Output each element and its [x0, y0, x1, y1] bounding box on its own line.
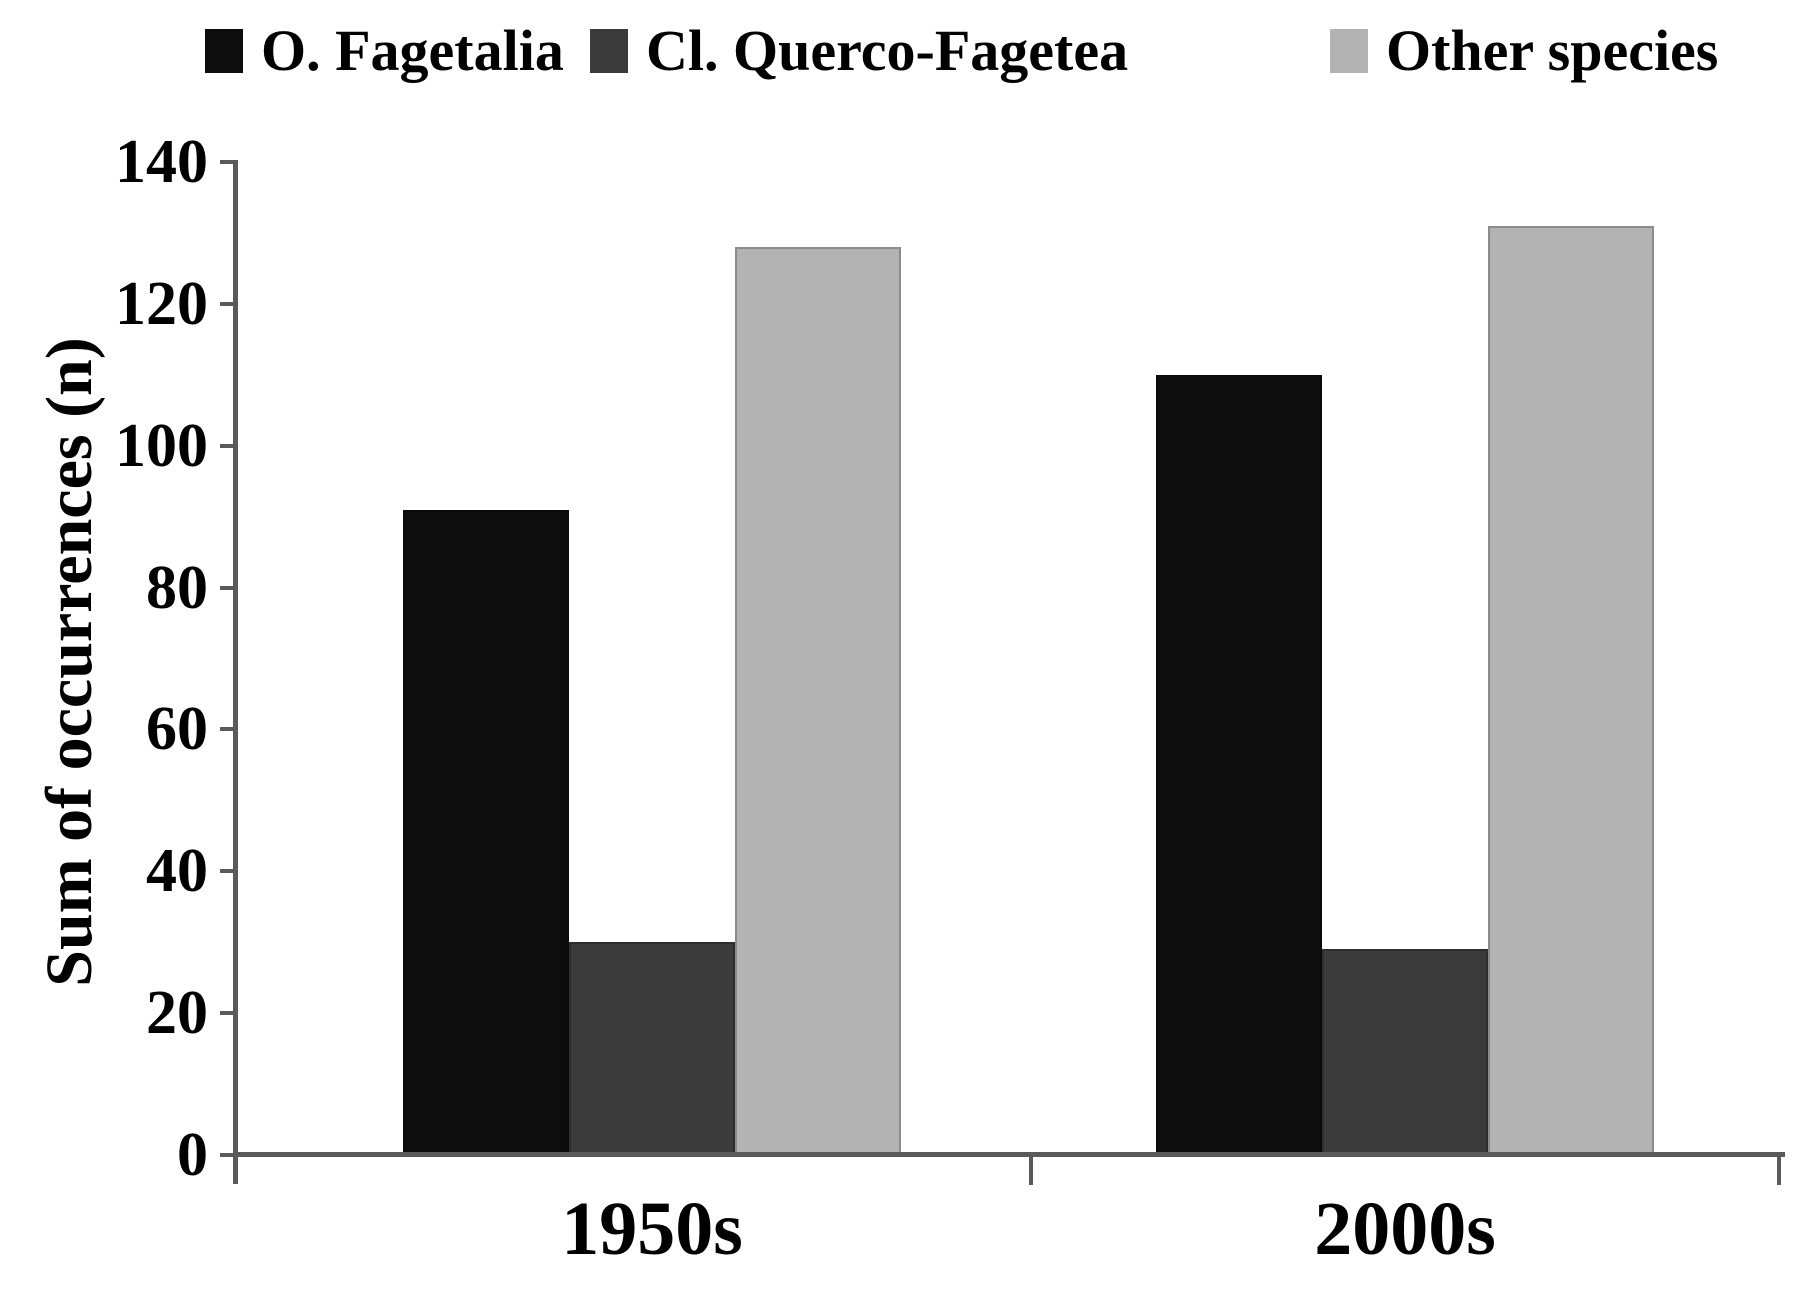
y-tick-label: 120 — [115, 269, 208, 338]
y-axis-line — [233, 160, 238, 1184]
legend-label: Cl. Querco-Fagetea — [646, 18, 1129, 83]
y-tick-mark — [220, 301, 235, 306]
y-axis-title: Sum of occurrences (n) — [33, 337, 106, 987]
y-tick-label: 100 — [115, 411, 208, 480]
y-tick-mark — [220, 443, 235, 448]
y-tick-label: 0 — [177, 1121, 208, 1189]
legend-swatch-icon — [1330, 29, 1368, 73]
y-tick-label: 40 — [146, 837, 208, 906]
legend-swatch-icon — [590, 29, 628, 73]
y-tick-label: 60 — [146, 695, 208, 764]
y-tick-mark — [220, 1011, 235, 1016]
y-tick-mark — [220, 869, 235, 874]
legend-item: O. Fagetalia — [205, 14, 564, 88]
legend-label: Other species — [1386, 18, 1719, 83]
bar-2000s-cl-querco-fagetea — [1322, 949, 1488, 1155]
x-category-label: 1950s — [561, 1187, 743, 1271]
bar-1950s-o-fagetalia — [403, 509, 569, 1155]
y-tick-mark — [220, 585, 235, 590]
y-tick-label: 80 — [146, 553, 208, 622]
y-tick-mark — [220, 160, 235, 164]
legend-swatch-icon — [205, 29, 243, 73]
y-tick-mark — [220, 727, 235, 732]
bar-1950s-cl-querco-fagetea — [569, 942, 735, 1155]
bar-1950s-other-species — [735, 247, 901, 1155]
y-tick-label: 20 — [146, 979, 208, 1048]
legend-item: Other species — [1330, 14, 1718, 88]
x-boundary-tick-mark — [1029, 1152, 1033, 1185]
y-tick-mark — [220, 1153, 235, 1157]
x-boundary-tick-mark — [1777, 1152, 1781, 1185]
legend-item: Cl. Querco-Fagetea — [590, 14, 1128, 88]
x-axis-line — [233, 1152, 1785, 1157]
bar-2000s-other-species — [1488, 225, 1654, 1155]
x-category-label: 2000s — [1314, 1187, 1496, 1271]
bar-2000s-o-fagetalia — [1156, 374, 1322, 1155]
y-tick-label: 140 — [115, 128, 208, 196]
legend-label: O. Fagetalia — [261, 18, 564, 83]
